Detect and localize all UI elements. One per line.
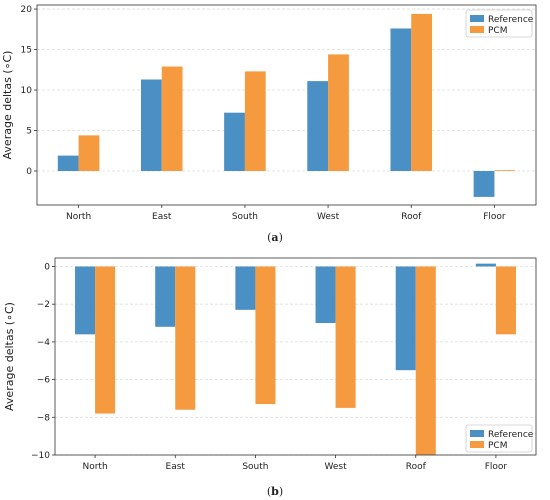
bar-pcm-floor <box>494 170 516 171</box>
y-tick-label: −2 <box>37 300 50 310</box>
bar-reference-west <box>315 266 336 324</box>
bar-reference-east <box>140 79 162 171</box>
chart-a: 0 5 10 15 20 North East South West Roof Floor Avera… <box>1 4 537 244</box>
y-tick-label: −6 <box>37 376 51 386</box>
x-tick-label: South <box>242 462 268 472</box>
bar-reference-south <box>224 112 245 171</box>
bar-reference-south <box>235 266 256 310</box>
y-axis-label: Average deltas (∘C) <box>1 51 14 160</box>
legend-label-reference: Reference <box>488 15 534 25</box>
x-tick-label: Floor <box>485 462 508 472</box>
x-tick-label: Roof <box>406 462 427 472</box>
bar-pcm-east <box>161 66 183 171</box>
x-tick-label: North <box>82 462 107 472</box>
axes-frame <box>54 257 537 456</box>
bar-pcm-roof <box>415 266 436 455</box>
bar-reference-west <box>307 81 329 171</box>
bar-reference-roof <box>395 266 416 371</box>
y-tick-label: −8 <box>37 413 51 423</box>
x-tick-label: West <box>325 462 348 472</box>
bar-pcm-south <box>255 266 276 405</box>
x-tick-label: Roof <box>401 212 422 222</box>
bar-pcm-floor <box>495 266 516 335</box>
bar-reference-north <box>57 155 79 171</box>
y-tick-label: 20 <box>21 5 33 15</box>
bar-reference-east <box>155 266 176 327</box>
y-tick-label: −10 <box>31 451 50 461</box>
y-tick-label: 10 <box>21 86 33 96</box>
x-tick-label: South <box>232 212 258 222</box>
x-tick-label: North <box>66 212 91 222</box>
legend-swatch-reference <box>470 430 484 437</box>
y-tick-label: 0 <box>44 262 50 272</box>
y-axis-label: Average deltas (∘C) <box>3 302 16 411</box>
legend-label-reference: Reference <box>488 430 534 440</box>
figure-caption: (a) <box>267 231 283 244</box>
x-tick-label: West <box>317 212 340 222</box>
bar-pcm-roof <box>411 13 433 171</box>
y-tick-label: 5 <box>26 127 32 137</box>
legend-swatch-pcm <box>470 441 484 448</box>
legend-label-pcm: PCM <box>488 441 507 451</box>
x-tick-label: Floor <box>483 212 506 222</box>
x-tick-label: East <box>152 212 172 222</box>
bar-reference-floor <box>475 263 496 267</box>
bar-pcm-north <box>78 135 100 171</box>
bar-reference-roof <box>390 28 412 171</box>
bar-pcm-north <box>95 266 116 414</box>
legend-swatch-pcm <box>470 26 484 33</box>
legend-swatch-reference <box>470 15 484 22</box>
y-tick-label: 15 <box>21 46 32 56</box>
figure-caption: (b) <box>267 485 283 498</box>
bar-pcm-south <box>244 71 266 171</box>
x-tick-label: East <box>166 462 186 472</box>
axes-frame <box>36 4 537 206</box>
bar-reference-floor <box>473 170 495 197</box>
y-tick-label: 0 <box>26 167 32 177</box>
bar-reference-north <box>75 266 96 335</box>
chart-b: 0 −2 −4 −6 −8 −10 North East South West Roof Floor A… <box>3 257 537 498</box>
legend-label-pcm: PCM <box>488 26 507 36</box>
bar-pcm-east <box>175 266 196 410</box>
y-tick-label: −4 <box>37 338 51 348</box>
bar-pcm-west <box>335 266 356 408</box>
bar-pcm-west <box>328 54 349 171</box>
